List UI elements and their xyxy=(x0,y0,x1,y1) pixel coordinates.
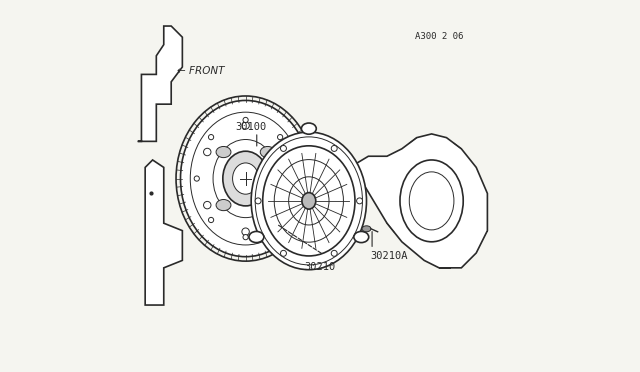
Circle shape xyxy=(194,176,200,181)
Ellipse shape xyxy=(260,147,275,158)
Ellipse shape xyxy=(232,163,259,194)
Circle shape xyxy=(280,201,287,209)
Circle shape xyxy=(204,148,211,156)
Text: 30210A: 30210A xyxy=(370,250,408,260)
Text: 30210: 30210 xyxy=(305,262,335,272)
Ellipse shape xyxy=(262,146,355,256)
Ellipse shape xyxy=(180,100,310,257)
Circle shape xyxy=(242,228,250,235)
Circle shape xyxy=(204,201,211,209)
Ellipse shape xyxy=(260,199,275,211)
Circle shape xyxy=(209,217,214,222)
Circle shape xyxy=(278,135,283,140)
Ellipse shape xyxy=(301,123,316,134)
Circle shape xyxy=(278,217,283,222)
Circle shape xyxy=(280,250,287,256)
Circle shape xyxy=(242,122,250,129)
Text: 30100: 30100 xyxy=(236,122,267,132)
Circle shape xyxy=(280,145,287,151)
Ellipse shape xyxy=(362,226,371,232)
Text: A300 2 06: A300 2 06 xyxy=(415,32,463,41)
Text: ← FRONT: ← FRONT xyxy=(177,66,224,76)
Circle shape xyxy=(255,198,261,204)
Ellipse shape xyxy=(302,193,316,209)
Ellipse shape xyxy=(249,231,264,243)
Ellipse shape xyxy=(223,151,268,206)
Polygon shape xyxy=(138,26,182,141)
Circle shape xyxy=(356,198,362,204)
Polygon shape xyxy=(145,160,182,305)
Circle shape xyxy=(243,118,248,123)
Ellipse shape xyxy=(216,199,231,211)
Ellipse shape xyxy=(354,231,369,243)
Circle shape xyxy=(332,145,337,151)
Circle shape xyxy=(292,176,297,181)
Polygon shape xyxy=(349,134,488,268)
Ellipse shape xyxy=(251,132,367,270)
Ellipse shape xyxy=(400,160,463,242)
Circle shape xyxy=(332,250,337,256)
Circle shape xyxy=(209,135,214,140)
Ellipse shape xyxy=(216,147,231,158)
Circle shape xyxy=(243,234,248,240)
Circle shape xyxy=(280,148,287,156)
